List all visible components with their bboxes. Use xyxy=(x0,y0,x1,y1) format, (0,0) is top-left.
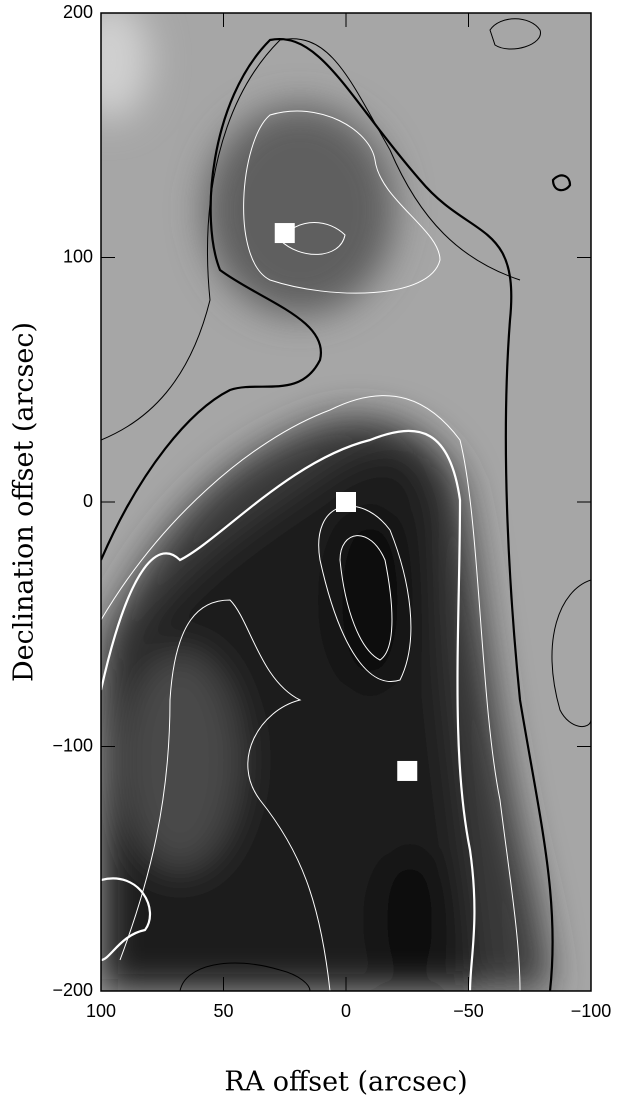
y-tick-label: −200 xyxy=(52,980,93,1000)
y-tick-label: 200 xyxy=(63,2,93,22)
x-tick-label: 0 xyxy=(341,1001,351,1021)
y-axis-title: Declination offset (arcsec) xyxy=(9,322,40,682)
x-tick-label: −50 xyxy=(453,1001,484,1021)
y-tick-label: −100 xyxy=(52,735,93,755)
marker xyxy=(397,761,417,781)
intensity-map xyxy=(70,0,591,991)
x-tick-label: 100 xyxy=(86,1001,116,1021)
y-tick-label: 100 xyxy=(63,246,93,266)
x-tick-label: 50 xyxy=(213,1001,233,1021)
marker xyxy=(336,492,356,512)
x-tick-label: −100 xyxy=(571,1001,612,1021)
marker xyxy=(275,223,295,243)
x-axis-title: RA offset (arcsec) xyxy=(224,1067,467,1098)
chart: RA offset (arcsec) Declination offset (a… xyxy=(0,0,623,1101)
y-tick-label: 0 xyxy=(83,491,93,511)
